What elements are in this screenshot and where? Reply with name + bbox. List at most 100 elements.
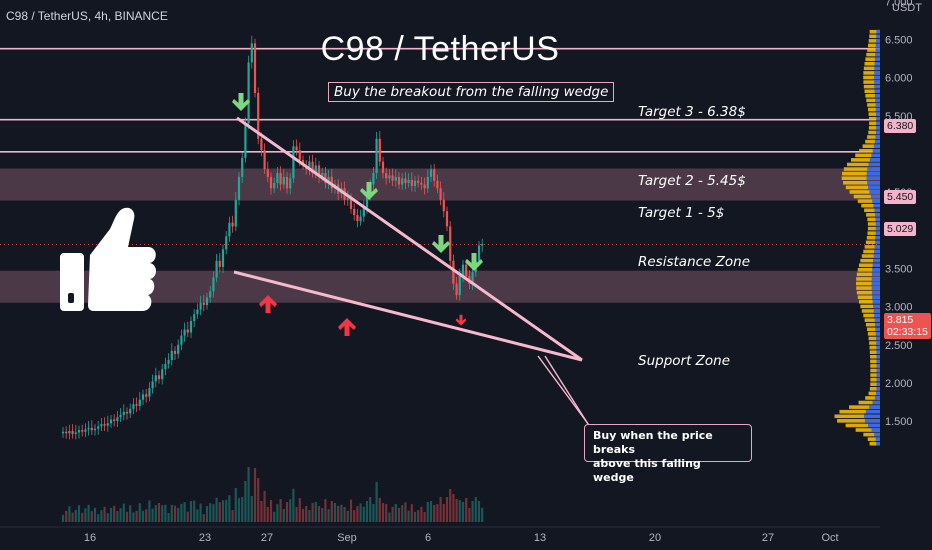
candle-body	[84, 429, 87, 432]
candle-body	[129, 408, 132, 414]
down-arrow-icon	[465, 253, 483, 271]
volume-bar	[401, 505, 404, 522]
price-scale-currency[interactable]: USDT	[892, 2, 922, 14]
volume-profile-bar	[874, 57, 880, 61]
volume-profile-bar	[866, 327, 880, 332]
volume-profile-bar	[856, 281, 880, 286]
candle-body	[375, 138, 378, 174]
volume-profile-bar	[843, 167, 880, 171]
volume-profile-bar	[872, 267, 880, 272]
volume-profile-bar	[855, 153, 880, 158]
candle-body	[113, 419, 116, 422]
volume-profile-bar	[861, 203, 880, 208]
volume-profile-bar	[876, 364, 880, 368]
candle-body	[202, 302, 205, 306]
volume-profile-bar	[861, 254, 880, 258]
volume-profile-bar	[865, 396, 880, 400]
target-3-label: Target 3 - 6.38$	[638, 104, 746, 120]
volume-bar	[445, 497, 449, 522]
candle-body	[132, 404, 135, 409]
volume-bar	[474, 497, 477, 522]
volume-profile-bar	[860, 258, 880, 263]
volume-bar	[170, 504, 173, 522]
volume-profile-bar	[867, 167, 880, 171]
candle-body	[282, 176, 285, 185]
candle-body	[151, 381, 154, 389]
volume-profile-bar	[872, 199, 880, 203]
volume-bar	[135, 510, 138, 522]
candle-body	[77, 430, 81, 433]
time-tick-label: 27	[261, 532, 273, 544]
volume-bar	[308, 510, 311, 522]
volume-bar	[161, 505, 164, 522]
volume-profile-bar	[856, 286, 880, 290]
time-tick-label: 20	[649, 532, 661, 544]
volume-bar	[106, 513, 109, 522]
volume-bar	[97, 514, 100, 522]
candle-body	[273, 182, 276, 189]
candle-body	[404, 178, 407, 183]
volume-profile-bar	[875, 213, 880, 217]
volume-profile-bar	[875, 222, 880, 226]
candle-body	[180, 335, 183, 345]
volume-bar	[468, 508, 471, 522]
volume-bar	[148, 500, 151, 522]
volume-profile-bar	[864, 61, 880, 66]
volume-profile-bar	[872, 400, 880, 405]
volume-profile-bar	[868, 336, 880, 341]
volume-profile-bar	[863, 75, 880, 80]
candle-body	[285, 176, 289, 189]
volume-profile-bar	[874, 249, 880, 254]
volume-bar	[346, 510, 349, 522]
volume-profile-bar	[863, 66, 880, 71]
candle-body	[317, 165, 321, 177]
volume-bar	[404, 502, 407, 522]
volume-profile-bar	[875, 98, 880, 103]
candle-body	[135, 404, 138, 406]
volume-bar	[81, 512, 84, 522]
candle-body	[394, 176, 397, 181]
volume-profile-bar	[870, 382, 880, 387]
candle-body	[167, 360, 170, 364]
volume-profile-bar	[876, 382, 880, 387]
volume-profile-bar	[870, 364, 880, 368]
volume-bar	[173, 505, 177, 522]
volume-bar	[167, 513, 170, 522]
resistance-zone-label: Resistance Zone	[638, 254, 751, 270]
volume-bar	[388, 512, 391, 522]
volume-profile-bar	[875, 48, 880, 52]
candle-body	[449, 226, 452, 261]
candle-body	[330, 176, 333, 189]
volume-profile-bar	[873, 258, 880, 263]
candle-body	[407, 179, 410, 183]
volume-bar	[337, 505, 340, 522]
volume-profile-bar	[876, 387, 880, 391]
candle-body	[362, 207, 365, 217]
target-2-badge: 5.450	[884, 190, 917, 204]
volume-bar	[282, 509, 285, 522]
volume-bar	[353, 510, 356, 522]
volume-profile-bar	[865, 139, 880, 144]
volume-bar	[231, 510, 234, 522]
wedge-upper-line	[236, 116, 583, 362]
volume-bar	[269, 500, 273, 522]
volume-profile-bar	[872, 148, 880, 153]
candle-body	[356, 215, 359, 222]
volume-profile-bar	[863, 432, 880, 437]
volume-bar	[394, 504, 397, 522]
time-tick-label: 23	[199, 532, 211, 544]
volume-bar	[103, 506, 106, 522]
volume-profile-bar	[875, 107, 880, 112]
candle-body	[157, 375, 161, 380]
candle-body	[68, 430, 71, 434]
volume-bar	[186, 511, 189, 522]
volume-profile-bar	[867, 48, 880, 52]
volume-profile-bar	[875, 332, 880, 336]
volume-bar	[266, 507, 269, 522]
candle-body	[93, 428, 97, 431]
candle-body	[234, 199, 237, 227]
volume-bar	[452, 494, 455, 522]
candle-body	[231, 222, 234, 227]
candle-body	[292, 146, 295, 179]
